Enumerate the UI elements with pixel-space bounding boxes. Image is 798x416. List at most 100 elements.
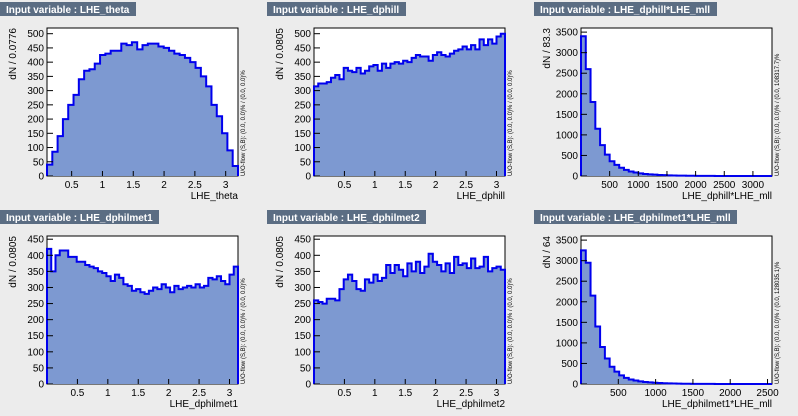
chart-title-band xyxy=(267,2,406,16)
y-tick-label: 100 xyxy=(27,347,44,358)
overflow-note: U/O-flow (S,B): (0.0, 0.0)% / (0.0, 1083… xyxy=(775,53,781,176)
y-tick-label: 1000 xyxy=(556,338,579,349)
x-tick-label: 500 xyxy=(601,180,618,191)
chart-title-band xyxy=(0,2,136,16)
y-tick-label: 100 xyxy=(294,347,311,358)
y-tick-label: 2000 xyxy=(556,297,579,308)
x-tick-label: 2.5 xyxy=(188,180,202,191)
y-axis-label: dN / 0.0805 xyxy=(8,236,19,288)
x-tick-label: 1 xyxy=(372,388,378,399)
plot-frame xyxy=(580,27,773,177)
histogram-outline xyxy=(46,41,239,176)
x-tick-label: 2000 xyxy=(684,180,707,191)
y-tick-label: 200 xyxy=(27,115,44,126)
y-tick-label: 0 xyxy=(305,380,311,391)
x-tick-label: 1 xyxy=(372,180,378,191)
x-tick-label: 3 xyxy=(494,388,500,399)
y-tick-label: 250 xyxy=(27,299,44,310)
x-tick-label: 3 xyxy=(223,180,229,191)
y-tick-label: 1500 xyxy=(556,110,579,121)
x-tick-label: 1500 xyxy=(682,388,705,399)
histogram-outline xyxy=(313,32,506,176)
histogram-outline xyxy=(46,247,239,384)
y-tick-label: 450 xyxy=(294,235,311,246)
x-tick-label: 2000 xyxy=(719,388,742,399)
x-axis-label: LHE_theta xyxy=(191,191,239,202)
histogram-fill xyxy=(47,248,238,384)
y-tick-label: 500 xyxy=(294,29,311,40)
y-tick-label: 400 xyxy=(27,251,44,262)
chart-panel: Input variable : LHE_dphilmet1*LHE_mll 50… xyxy=(534,210,781,410)
x-tick-label: 2.5 xyxy=(459,388,473,399)
y-tick-label: 50 xyxy=(33,157,45,168)
chart-panel: Input variable : LHE_dphilmet2 0.5 1 1.5 2 2.… xyxy=(267,210,514,410)
x-axis-label: LHE_dphilmet2 xyxy=(437,399,506,410)
y-axis-label: dN / 83.3 xyxy=(542,28,553,69)
y-tick-label: 300 xyxy=(294,283,311,294)
y-tick-label: 350 xyxy=(27,267,44,278)
y-tick-label: 0 xyxy=(305,172,311,183)
histogram-outline xyxy=(313,252,506,384)
x-tick-label: 0.5 xyxy=(337,180,351,191)
chart-panel: Input variable : LHE_theta 0.5 1 1.5 2 2.5 3 0 5… xyxy=(0,2,247,202)
chart-title: Input variable : LHE_dphilmet1*LHE_mll xyxy=(540,213,731,224)
y-tick-label: 300 xyxy=(27,86,44,97)
y-tick-label: 200 xyxy=(294,115,311,126)
chart-panel: Input variable : LHE_dphill*LHE_mll 500 10… xyxy=(534,2,781,202)
y-tick-label: 200 xyxy=(27,315,44,326)
x-tick-label: 0.5 xyxy=(337,388,351,399)
histogram-fill xyxy=(314,33,505,176)
histogram-fill xyxy=(47,42,238,177)
y-tick-label: 50 xyxy=(33,363,45,374)
y-tick-label: 250 xyxy=(294,299,311,310)
y-axis-label: dN / 0.0776 xyxy=(8,28,19,80)
y-tick-label: 350 xyxy=(294,267,311,278)
x-tick-label: 1.5 xyxy=(398,180,412,191)
x-tick-label: 1000 xyxy=(644,388,667,399)
chart-panel: Input variable : LHE_dphilmet1 0.5 1 1.5 2 2.… xyxy=(0,210,247,410)
x-tick-label: 1.5 xyxy=(126,180,140,191)
y-tick-label: 50 xyxy=(300,157,312,168)
x-tick-label: 3000 xyxy=(742,180,765,191)
histogram-outline xyxy=(580,35,772,177)
y-tick-label: 400 xyxy=(294,251,311,262)
y-tick-label: 1500 xyxy=(556,318,579,329)
y-tick-label: 150 xyxy=(294,331,311,342)
y-tick-label: 350 xyxy=(27,72,44,83)
x-tick-label: 1.5 xyxy=(131,388,145,399)
chart-title-band xyxy=(534,2,717,16)
chart-title-band xyxy=(534,210,737,224)
y-tick-label: 300 xyxy=(294,86,311,97)
x-tick-label: 2500 xyxy=(713,180,736,191)
x-tick-label: 2 xyxy=(166,388,172,399)
x-axis-label: LHE_dphilmet1 xyxy=(170,399,239,410)
x-tick-label: 1 xyxy=(105,388,111,399)
y-tick-label: 450 xyxy=(294,43,311,54)
y-tick-label: 3500 xyxy=(556,236,579,247)
y-tick-label: 500 xyxy=(561,359,578,370)
x-tick-label: 1000 xyxy=(627,180,650,191)
y-tick-label: 50 xyxy=(300,363,312,374)
y-axis-label: dN / 64 xyxy=(542,236,553,269)
y-tick-label: 500 xyxy=(561,151,578,162)
x-axis-label: LHE_dphilmet1*LHE_mll xyxy=(662,399,772,410)
histogram-fill xyxy=(581,36,772,176)
x-tick-label: 2 xyxy=(433,388,439,399)
y-tick-label: 450 xyxy=(27,235,44,246)
chart-title-band xyxy=(267,210,426,224)
y-tick-label: 300 xyxy=(27,283,44,294)
chart-title: Input variable : LHE_dphill*LHE_mll xyxy=(540,5,710,16)
y-tick-label: 400 xyxy=(294,58,311,69)
overflow-note: U/O-flow (S,B): (0.0, 0.0)% / (0.0, 0.0)… xyxy=(508,70,514,176)
x-axis-label: LHE_dphill xyxy=(457,191,505,202)
histogram-fill xyxy=(581,250,772,384)
histogram-outline xyxy=(580,249,772,385)
y-tick-label: 1000 xyxy=(556,130,579,141)
chart-title: Input variable : LHE_theta xyxy=(6,5,130,16)
chart-title-band xyxy=(0,210,159,224)
y-tick-label: 250 xyxy=(27,100,44,111)
chart-title: Input variable : LHE_dphilmet2 xyxy=(273,213,420,224)
overflow-note: U/O-flow (S,B): (0.0, 0.0)% / (0.0, 0.0)… xyxy=(241,70,247,176)
y-tick-label: 400 xyxy=(27,58,44,69)
y-tick-label: 0 xyxy=(572,380,578,391)
